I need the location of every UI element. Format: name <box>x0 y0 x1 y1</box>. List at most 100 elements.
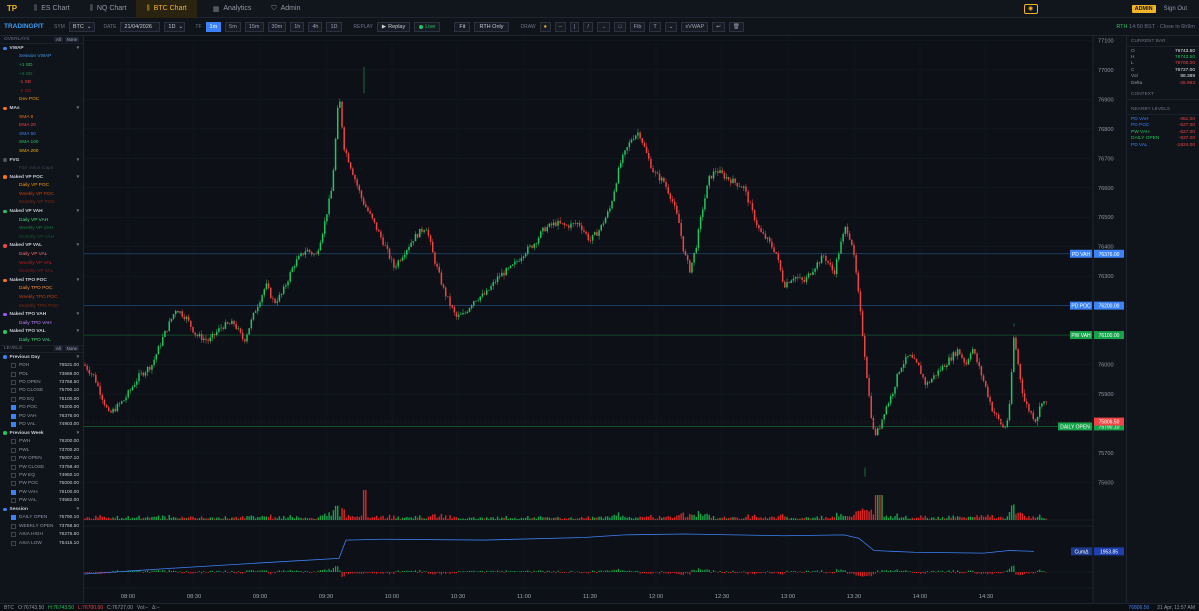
draw-fib-tool[interactable]: Fib <box>629 21 646 32</box>
replay-button[interactable]: ▶ Replay <box>376 21 411 32</box>
tf-30m-button[interactable]: 30m <box>267 21 287 32</box>
tf-4h-button[interactable]: 4h <box>308 21 323 32</box>
level-item[interactable]: PW OPEN 75007.10 <box>0 454 83 462</box>
overlays-none-button[interactable]: None <box>64 37 79 42</box>
overlay-item[interactable]: Daily VP POC <box>0 182 83 191</box>
draw-ray-tool[interactable]: → <box>596 21 611 32</box>
overlay-item[interactable]: Weekly VP VAL <box>0 259 83 268</box>
overlay-group[interactable]: Naked VP VAL ▾ <box>0 242 83 251</box>
overlay-item[interactable]: +2 SD <box>0 70 83 79</box>
overlay-item[interactable]: Daily TPO VAL <box>0 336 83 345</box>
trash-icon[interactable]: 🗑 <box>728 21 744 32</box>
tab-analytics[interactable]: ▦ Analytics <box>203 0 262 18</box>
level-checkbox[interactable] <box>11 439 16 445</box>
overlay-group[interactable]: Naked TPO POC ▾ <box>0 276 83 285</box>
fit-button[interactable]: Fit <box>454 21 471 32</box>
draw-vline-tool[interactable]: | <box>569 21 580 32</box>
overlay-item[interactable]: Weekly VP VAH <box>0 224 83 233</box>
overlay-item[interactable]: SMA 200 <box>0 147 83 156</box>
level-checkbox[interactable] <box>11 422 16 428</box>
level-checkbox[interactable] <box>11 481 16 487</box>
overlay-group[interactable]: Naked VP VAH ▾ <box>0 207 83 216</box>
overlay-item[interactable]: Daily TPO VAH <box>0 319 83 328</box>
overlay-item[interactable]: Weekly VP POC <box>0 190 83 199</box>
overlay-item[interactable]: SMA 50 <box>0 130 83 139</box>
overlay-item[interactable]: Dev POC <box>0 96 83 105</box>
overlay-group[interactable]: Naked TPO VAL ▾ <box>0 328 83 337</box>
level-item[interactable]: PDH 76531.00 <box>0 361 83 369</box>
draw-more-tool[interactable]: ⌄ <box>664 21 678 32</box>
level-checkbox[interactable] <box>11 396 16 402</box>
overlay-item[interactable]: Daily TPO POC <box>0 285 83 294</box>
overlay-item[interactable]: Monthly VP POC <box>0 199 83 208</box>
level-checkbox[interactable] <box>11 515 16 521</box>
level-item[interactable]: DAILY OPEN 75790.10 <box>0 514 83 522</box>
level-checkbox[interactable] <box>11 371 16 377</box>
level-item[interactable]: ASIA HIGH 76276.60 <box>0 530 83 538</box>
draw-dot-tool[interactable]: ● <box>539 21 551 32</box>
draw-rect-tool[interactable]: □ <box>614 21 626 32</box>
overlay-group[interactable]: VWAP ▾ <box>0 44 83 53</box>
level-checkbox[interactable] <box>11 489 16 495</box>
overlay-item[interactable]: SMA 100 <box>0 139 83 148</box>
tab-btc-chart[interactable]: ⫼ BTC Chart <box>136 0 197 18</box>
tf-15m-button[interactable]: 15m <box>244 21 264 32</box>
level-item[interactable]: PDL 73669.00 <box>0 370 83 378</box>
overlay-item[interactable]: Daily VP VAL <box>0 250 83 259</box>
level-item[interactable]: PD VAL 74903.00 <box>0 420 83 428</box>
level-item[interactable]: PWH 76200.00 <box>0 437 83 445</box>
level-checkbox[interactable] <box>11 379 16 385</box>
live-button[interactable]: Live <box>414 21 441 32</box>
overlay-item[interactable]: Monthly VP VAH <box>0 233 83 242</box>
level-checkbox[interactable] <box>11 540 16 546</box>
level-group[interactable]: Previous Day ▾ <box>0 353 83 362</box>
level-checkbox[interactable] <box>11 464 16 470</box>
level-checkbox[interactable] <box>11 498 16 504</box>
overlay-item[interactable]: -2 SD <box>0 87 83 96</box>
chart-area[interactable]: 7710077000769007680076700766007650076400… <box>84 36 1126 603</box>
levels-none-button[interactable]: None <box>64 346 79 352</box>
sign-out-link[interactable]: Sign Out <box>1163 5 1187 12</box>
overlay-item[interactable]: -1 SD <box>0 78 83 87</box>
draw-hline-tool[interactable]: – <box>554 21 566 32</box>
tab-admin[interactable]: ⛉ Admin <box>261 0 310 18</box>
level-item[interactable]: PW EQ 74950.10 <box>0 471 83 479</box>
level-checkbox[interactable] <box>11 523 16 529</box>
overlay-item[interactable]: Daily VP VAH <box>0 216 83 225</box>
tf-1h-button[interactable]: 1h <box>290 21 305 32</box>
level-item[interactable]: PD VAH 76376.00 <box>0 412 83 420</box>
overlay-group[interactable]: FVG ▾ <box>0 156 83 165</box>
overlay-item[interactable]: Session VWAP <box>0 53 83 62</box>
level-item[interactable]: WEEKLY OPEN 73758.50 <box>0 522 83 530</box>
overlay-item[interactable]: SMA 9 <box>0 113 83 122</box>
overlay-group[interactable]: Naked TPO VAH ▾ <box>0 310 83 319</box>
level-checkbox[interactable] <box>11 388 16 394</box>
tf-1d-button[interactable]: 1D <box>326 21 342 32</box>
overlay-item[interactable]: Weekly TPO POC <box>0 293 83 302</box>
overlays-all-button[interactable]: All <box>53 37 63 42</box>
level-checkbox[interactable] <box>11 363 16 369</box>
rth-only-button[interactable]: RTH Only <box>474 21 509 32</box>
level-item[interactable]: PD CLOSE 75790.10 <box>0 387 83 395</box>
symbol-select[interactable]: BTC ⌄ <box>68 21 96 32</box>
tf-5m-button[interactable]: 5m <box>225 21 241 32</box>
level-checkbox[interactable] <box>11 532 16 538</box>
levels-all-button[interactable]: All <box>53 346 63 352</box>
tf-1m-button[interactable]: 1m <box>205 21 222 32</box>
date-input[interactable]: 21/04/2026 <box>120 21 161 32</box>
level-item[interactable]: PD OPEN 73758.50 <box>0 378 83 386</box>
draw-xvwap-tool[interactable]: xVWAP <box>681 21 709 32</box>
level-checkbox[interactable] <box>11 447 16 453</box>
level-item[interactable]: PW VAL 74582.00 <box>0 497 83 505</box>
undo-icon[interactable]: ↩ <box>712 21 725 32</box>
range-select[interactable]: 1D ⌄ <box>164 21 186 32</box>
level-checkbox[interactable] <box>11 405 16 411</box>
overlay-item[interactable]: EMA 20 <box>0 121 83 130</box>
tab-es-chart[interactable]: ⫼ ES Chart <box>24 0 80 18</box>
overlay-item[interactable]: Monthly VP VAL <box>0 267 83 276</box>
level-item[interactable]: PD EQ 75100.00 <box>0 395 83 403</box>
tab-nq-chart[interactable]: ⫼ NQ Chart <box>80 0 137 18</box>
level-checkbox[interactable] <box>11 456 16 462</box>
eye-icon[interactable]: ◉ <box>1023 3 1038 14</box>
draw-trendline-tool[interactable]: / <box>583 21 593 32</box>
